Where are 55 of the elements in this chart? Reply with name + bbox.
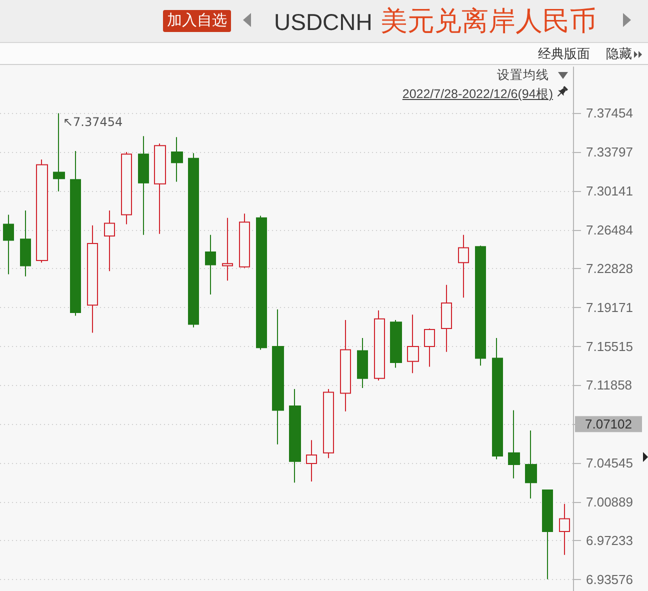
- annotation: 设置均线: [497, 67, 549, 83]
- candlestick: [3, 214, 14, 275]
- candlestick: [475, 245, 486, 366]
- y-tick-label: 6.93576: [586, 572, 633, 588]
- candlestick: [222, 217, 233, 282]
- candlestick: [289, 388, 301, 484]
- annotation: 2022/7/28-2022/12/6(94根): [402, 86, 553, 102]
- y-tick-label: 7.11858: [586, 378, 632, 393]
- candlestick: [272, 308, 284, 445]
- candlestick: [171, 136, 183, 182]
- candlestick: [205, 234, 216, 295]
- y-tick-label: 7.26484: [586, 222, 633, 238]
- text: 加入自选: [163, 10, 231, 32]
- candlestick: [138, 136, 149, 236]
- candlestick: [239, 213, 250, 268]
- candlestick: [256, 215, 267, 350]
- candlestick: [542, 490, 553, 580]
- candlestick: [357, 338, 368, 388]
- y-tick-label: 7.33797: [586, 144, 633, 160]
- annotation: ↖7.37454: [62, 115, 123, 130]
- y-tick-label: 6.97233: [586, 533, 633, 548]
- candlestick: [188, 152, 199, 328]
- candlestick: [121, 152, 132, 225]
- candlestick: [20, 210, 31, 277]
- text: 隐藏: [606, 46, 632, 62]
- y-tick-label: 7.19171: [586, 300, 633, 316]
- chart-title: USDCNH: [274, 9, 372, 35]
- candlestick: [407, 314, 419, 374]
- candlestick: [104, 210, 115, 272]
- candlestick: [340, 319, 351, 412]
- candlestick: [53, 112, 65, 192]
- candlestick: [70, 150, 81, 316]
- candlestick: [87, 224, 98, 334]
- candlestick: [492, 338, 503, 460]
- y-tick-label: 7.15515: [586, 338, 633, 354]
- candlestick: [525, 430, 537, 500]
- y-tick-label: 7.04545: [586, 455, 633, 470]
- chart-subtitle: 美元兑离岸人民币: [380, 6, 596, 36]
- y-tick-label: 7.37454: [586, 106, 633, 121]
- candlestick: [323, 388, 334, 459]
- y-tick-label: 7.22828: [586, 261, 633, 276]
- text: 7.07102: [585, 416, 632, 432]
- candlestick: [458, 234, 469, 298]
- y-tick-label: 7.00889: [586, 494, 633, 510]
- candlestick: [390, 319, 402, 368]
- y-tick-label: 7.30141: [586, 183, 633, 198]
- candlestick: [508, 410, 520, 479]
- candlestick: [559, 503, 570, 556]
- candlestick: [424, 328, 435, 368]
- candlestick: [306, 440, 317, 482]
- text: 经典版面: [538, 46, 590, 62]
- candlestick: [441, 284, 452, 352]
- candlestick: [374, 310, 385, 382]
- candlestick: [154, 143, 166, 234]
- candlestick: [36, 158, 48, 264]
